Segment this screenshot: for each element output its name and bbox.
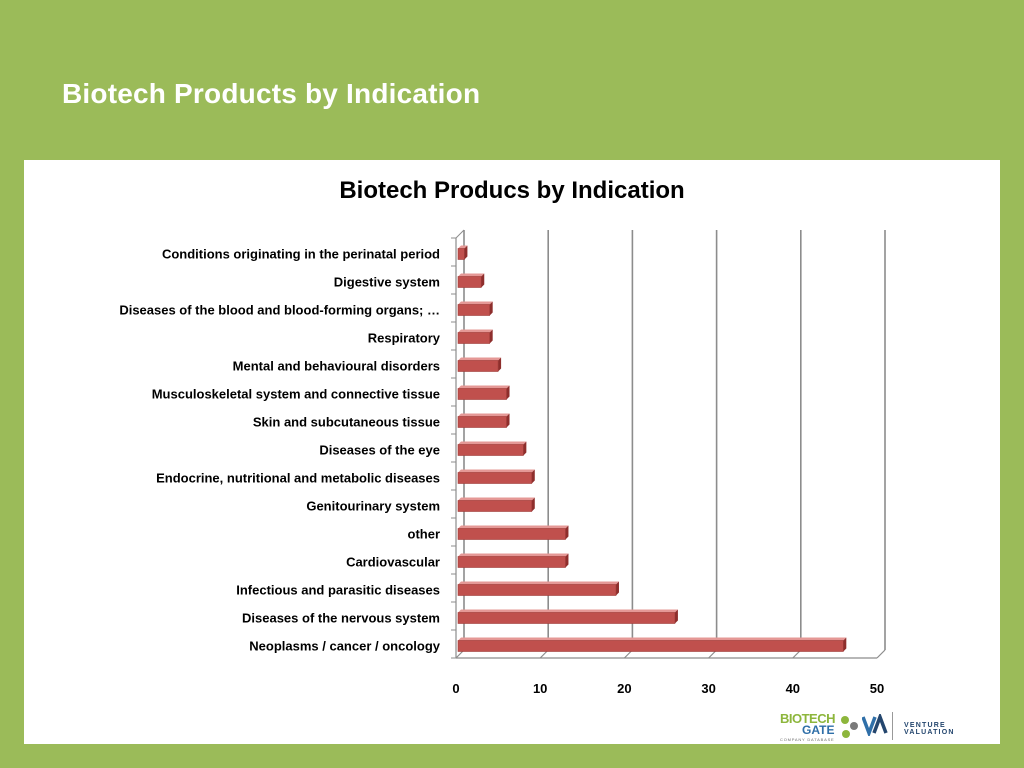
bar-top bbox=[458, 553, 569, 557]
category-label: Diseases of the nervous system bbox=[242, 611, 440, 626]
bar-side bbox=[531, 497, 535, 512]
category-label: Respiratory bbox=[368, 331, 441, 346]
bar-top bbox=[458, 245, 468, 249]
bar-top bbox=[458, 609, 678, 613]
bar bbox=[457, 304, 490, 316]
category-label: Mental and behavioural disorders bbox=[233, 359, 440, 374]
bar bbox=[457, 276, 482, 288]
category-label: Conditions originating in the perinatal … bbox=[162, 247, 440, 262]
bar-side bbox=[565, 553, 569, 568]
bar-side bbox=[464, 245, 468, 260]
category-label: Diseases of the eye bbox=[319, 443, 440, 458]
bar-side bbox=[531, 469, 535, 484]
chart-title: Biotech Producs by Indication bbox=[339, 177, 685, 204]
bar bbox=[457, 612, 676, 624]
bar-top bbox=[458, 469, 535, 473]
bar-side bbox=[565, 525, 569, 540]
category-label: Neoplasms / cancer / oncology bbox=[249, 639, 440, 654]
bar-side bbox=[498, 357, 502, 372]
bar-top bbox=[458, 413, 510, 417]
category-label: Infectious and parasitic diseases bbox=[236, 583, 440, 598]
bar bbox=[457, 640, 844, 652]
bar-top bbox=[458, 329, 493, 333]
bar bbox=[457, 444, 524, 456]
category-label: Skin and subcutaneous tissue bbox=[253, 415, 440, 430]
x-tick-label: 10 bbox=[533, 681, 547, 696]
bar-top bbox=[458, 301, 493, 305]
bar bbox=[457, 416, 507, 428]
bar-side bbox=[506, 385, 510, 400]
bar bbox=[457, 528, 566, 540]
category-label: Musculoskeletal system and connective ti… bbox=[152, 387, 440, 402]
y-axis-top bbox=[455, 229, 465, 239]
bar bbox=[457, 388, 507, 400]
bar-side bbox=[481, 273, 485, 288]
bar-top bbox=[458, 357, 502, 361]
bar bbox=[457, 500, 533, 512]
bar-side bbox=[506, 413, 510, 428]
bar-side bbox=[615, 581, 619, 596]
x-tick-label: 0 bbox=[452, 681, 459, 696]
bar bbox=[457, 584, 617, 596]
slide-title: Biotech Products by Indication bbox=[62, 78, 481, 109]
category-label: other bbox=[408, 527, 441, 542]
chart-panel: Biotech Producs by Indication Conditions… bbox=[24, 160, 1000, 744]
bar-top bbox=[458, 273, 485, 277]
va-logo-icon bbox=[862, 714, 888, 736]
bar-side bbox=[489, 329, 493, 344]
x-tick-label: 50 bbox=[870, 681, 884, 696]
logo-biotech-text: BIOTECH bbox=[780, 711, 836, 726]
category-label: Cardiovascular bbox=[346, 555, 440, 570]
bar-top bbox=[458, 525, 569, 529]
category-label: Endocrine, nutritional and metabolic dis… bbox=[156, 471, 440, 486]
category-label: Diseases of the blood and blood-forming … bbox=[119, 303, 440, 318]
x-tick-label: 40 bbox=[786, 681, 800, 696]
logo-venture-valuation-text: VENTURE VALUATION bbox=[904, 722, 955, 736]
x-tick-label: 30 bbox=[701, 681, 715, 696]
bar-top bbox=[458, 581, 619, 585]
bar-side bbox=[843, 637, 847, 652]
logo-database-text: COMPANY DATABASE bbox=[780, 737, 835, 742]
bar-side bbox=[674, 609, 678, 624]
bar bbox=[457, 360, 499, 372]
gridline-floor bbox=[876, 649, 886, 659]
logo-gate-text: GATE bbox=[802, 723, 835, 737]
logo-divider bbox=[892, 712, 893, 740]
bar bbox=[457, 248, 465, 260]
bar-top bbox=[458, 497, 535, 501]
bar-side bbox=[523, 441, 527, 456]
bar-side bbox=[489, 301, 493, 316]
category-label: Digestive system bbox=[334, 275, 440, 290]
x-tick-label: 20 bbox=[617, 681, 631, 696]
bar bbox=[457, 472, 533, 484]
molecule-icon bbox=[841, 716, 858, 738]
category-label: Genitourinary system bbox=[306, 499, 440, 514]
bar-top bbox=[458, 441, 527, 445]
bar bbox=[457, 556, 566, 568]
bar bbox=[457, 332, 490, 344]
company-logo: BIOTECH GATE COMPANY DATABASE VENTURE VA… bbox=[780, 712, 990, 744]
bar-top bbox=[458, 637, 847, 641]
bar-chart: Conditions originating in the perinatal … bbox=[119, 229, 886, 696]
bar-top bbox=[458, 385, 510, 389]
